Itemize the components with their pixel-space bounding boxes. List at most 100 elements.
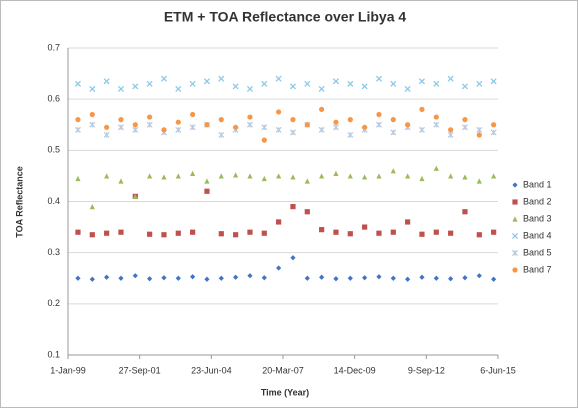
data-point xyxy=(289,83,297,90)
data-point xyxy=(419,175,425,182)
data-point xyxy=(175,85,182,92)
data-point xyxy=(218,275,224,281)
data-point xyxy=(476,80,483,87)
data-point xyxy=(175,275,181,281)
data-point xyxy=(304,178,310,184)
data-point xyxy=(390,117,396,123)
y-tick-label: 0.2 xyxy=(47,298,60,308)
data-point xyxy=(75,229,81,235)
data-point xyxy=(89,121,96,128)
data-point xyxy=(405,122,411,128)
data-point xyxy=(304,275,310,281)
data-point xyxy=(376,111,382,118)
data-point xyxy=(433,80,440,87)
data-point xyxy=(276,265,282,271)
legend-marker xyxy=(512,182,518,188)
data-point xyxy=(433,114,439,120)
data-point xyxy=(247,229,253,235)
data-point xyxy=(290,204,296,210)
data-point xyxy=(104,230,110,236)
data-point xyxy=(132,122,138,128)
data-point xyxy=(203,78,211,85)
x-tick-label: 23-Jun-04 xyxy=(191,365,232,375)
data-point xyxy=(318,126,325,133)
data-point xyxy=(461,124,468,131)
data-point xyxy=(189,124,196,131)
data-point xyxy=(232,83,239,90)
x-tick-label: 20-Mar-07 xyxy=(262,365,304,375)
data-point xyxy=(103,78,110,85)
data-point xyxy=(161,174,167,180)
data-point xyxy=(433,275,439,281)
data-point xyxy=(261,124,268,131)
data-point xyxy=(261,275,267,281)
data-point xyxy=(361,83,368,90)
data-point xyxy=(118,275,124,281)
data-point xyxy=(362,275,368,281)
data-point xyxy=(333,170,339,176)
data-point xyxy=(247,114,253,120)
data-point xyxy=(347,117,353,123)
data-point xyxy=(132,193,138,199)
data-point xyxy=(319,227,325,233)
legend-marker xyxy=(511,232,519,240)
legend-marker xyxy=(511,249,519,257)
x-axis-title: Time (Year) xyxy=(261,387,309,397)
y-tick-label: 0.7 xyxy=(47,42,60,52)
data-point xyxy=(347,275,353,281)
data-point xyxy=(89,232,95,238)
data-point xyxy=(448,276,454,282)
data-point xyxy=(318,85,325,92)
data-point xyxy=(190,111,196,118)
legend-label: Band 1 xyxy=(523,179,552,189)
data-point xyxy=(347,231,353,237)
data-point xyxy=(491,229,497,235)
data-point xyxy=(290,255,296,261)
data-point xyxy=(290,174,296,180)
data-point xyxy=(462,209,468,215)
data-point xyxy=(304,80,311,87)
data-point xyxy=(319,274,325,280)
data-point xyxy=(132,126,139,133)
y-axis-title: TOA Reflectance xyxy=(14,166,24,238)
data-point xyxy=(204,122,210,128)
legend-marker xyxy=(512,216,518,222)
data-point xyxy=(261,80,268,87)
data-point xyxy=(333,119,339,125)
legend-label: Band 3 xyxy=(523,213,552,223)
data-point xyxy=(347,131,354,139)
data-point xyxy=(448,173,454,179)
x-tick-label: 1-Jan-99 xyxy=(50,365,86,375)
data-point xyxy=(117,124,124,131)
data-point xyxy=(347,173,353,179)
data-point xyxy=(433,121,440,128)
data-point xyxy=(319,106,325,112)
data-point xyxy=(276,109,282,115)
data-point xyxy=(75,275,81,281)
data-point xyxy=(160,75,168,82)
data-point xyxy=(362,224,368,230)
data-point xyxy=(419,106,425,112)
legend-marker xyxy=(512,267,518,273)
data-point xyxy=(175,173,181,179)
legend-label: Band 4 xyxy=(523,230,552,240)
data-point xyxy=(89,85,96,92)
data-point xyxy=(218,131,225,139)
data-point xyxy=(404,85,411,92)
data-point xyxy=(74,80,82,87)
data-point xyxy=(418,126,425,133)
data-point xyxy=(490,78,497,85)
data-point xyxy=(118,229,124,235)
data-point xyxy=(89,276,95,282)
data-point xyxy=(461,83,469,90)
data-point xyxy=(233,274,239,280)
data-point xyxy=(462,117,468,123)
data-point xyxy=(118,178,124,184)
data-point xyxy=(190,274,196,280)
data-point xyxy=(376,230,382,236)
data-point xyxy=(103,131,110,139)
data-point xyxy=(418,78,426,85)
data-point xyxy=(175,119,181,125)
data-point xyxy=(118,117,124,123)
